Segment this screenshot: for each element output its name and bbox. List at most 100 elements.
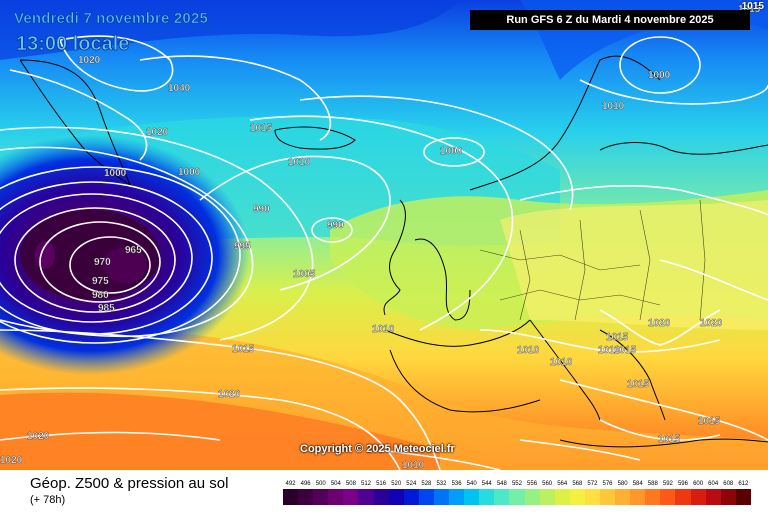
weather-map: 1015 1010 1040 1020 1015 1010 1000 1000 … (0, 0, 768, 470)
isobar-label: 1000 (178, 167, 201, 178)
legend-value: 524 (406, 481, 417, 487)
legend-swatch (494, 489, 510, 505)
isobar-label: 1010 (517, 345, 540, 356)
isobar-label: 1020 (78, 55, 101, 66)
legend-entry: 560 (539, 480, 555, 506)
legend-entry: 544 (479, 480, 495, 506)
legend-swatch (313, 489, 329, 505)
legend-entry: 500 (313, 480, 329, 506)
legend-entry: 600 (690, 480, 706, 506)
legend-swatch (403, 489, 419, 505)
forecast-date: Vendredi 7 novembre 2025 (14, 10, 209, 28)
isobar-label: 1010 (602, 101, 625, 112)
color-legend: 492 496 500 504 508 512 516 520 524 528 532 536 540 5… (283, 480, 751, 506)
legend-entry: 504 (328, 480, 344, 506)
legend-value: 496 (300, 481, 311, 487)
isobar-label: 970 (94, 257, 111, 268)
legend-swatch (509, 489, 525, 505)
legend-entry: 604 (705, 480, 721, 506)
legend-swatch (449, 489, 465, 505)
forecast-local-time: 13:00 locale (16, 33, 130, 56)
legend-entry: 592 (660, 480, 676, 506)
legend-swatch (373, 489, 389, 505)
isobar-label: 1020 (27, 431, 50, 442)
isobar-label: 1015 (614, 345, 637, 356)
legend-entry: 608 (720, 480, 736, 506)
isobar-label: 1010 (550, 357, 573, 368)
isobar-label: 1015 (250, 123, 273, 134)
legend-entry: 580 (615, 480, 631, 506)
legend-swatch (283, 489, 299, 505)
legend-value: 552 (511, 481, 522, 487)
isobar-label: 1000 (648, 70, 671, 81)
isobar-label: 1020 (218, 389, 241, 400)
legend-value: 572 (587, 481, 598, 487)
isobar-label: 1020 (648, 318, 671, 329)
legend-swatch (343, 489, 359, 505)
legend-entry: 552 (509, 480, 525, 506)
legend-entry: 492 (283, 480, 299, 506)
legend-value: 580 (617, 481, 628, 487)
borders (479, 199, 706, 321)
isobar-label: 975 (92, 276, 109, 287)
legend-swatch (645, 489, 661, 505)
legend-value: 508 (345, 481, 356, 487)
isobar-label: 1040 (168, 83, 191, 94)
legend-entry: 524 (403, 480, 419, 506)
isobar-label-corner: 1015 (741, 1, 764, 12)
legend-swatch (630, 489, 646, 505)
legend-value: 560 (542, 481, 553, 487)
legend-entry: 612 (735, 480, 751, 506)
isobar-label: 1020 (0, 455, 23, 466)
legend-value: 556 (527, 481, 538, 487)
legend-swatch (358, 489, 374, 505)
legend-swatch (705, 489, 721, 505)
isobar-label: 1015 (627, 379, 650, 390)
legend-value: 492 (285, 481, 296, 487)
isobar-label: 1010 (372, 324, 395, 335)
legend-swatch (418, 489, 434, 505)
isobars (0, 35, 768, 470)
isobar-label: 1000 (104, 168, 127, 179)
legend-entry: 572 (584, 480, 600, 506)
legend-entry: 528 (418, 480, 434, 506)
legend-swatch (464, 489, 480, 505)
legend-value: 596 (677, 481, 688, 487)
legend-entry: 520 (388, 480, 404, 506)
isobar-label: 1010 (288, 157, 311, 168)
legend-swatch (554, 489, 570, 505)
isobar-label: 965 (125, 245, 142, 256)
isobar-label: 1020 (146, 127, 169, 138)
legend-entry: 584 (630, 480, 646, 506)
legend-value: 608 (723, 481, 734, 487)
legend-value: 584 (632, 481, 643, 487)
legend-swatch (298, 489, 314, 505)
legend-value: 576 (602, 481, 613, 487)
coastlines (19, 55, 768, 448)
legend-value: 604 (708, 481, 719, 487)
legend-swatch (433, 489, 450, 505)
isobar-labels: 1015 1010 1040 1020 1015 1010 1000 1000 … (0, 4, 761, 470)
isobar-label: 995 (234, 241, 251, 252)
legend-entry: 576 (599, 480, 616, 506)
legend-value: 516 (376, 481, 387, 487)
legend-entry: 532 (433, 480, 450, 506)
legend-value: 500 (315, 481, 326, 487)
isobar-label: 1005 (293, 269, 316, 280)
legend-swatch (569, 489, 585, 505)
isobar-label: 985 (98, 303, 115, 314)
legend-entry: 568 (569, 480, 585, 506)
legend-value: 600 (693, 481, 704, 487)
forecast-lead-time: (+ 78h) (30, 494, 66, 506)
legend-swatch (735, 489, 751, 505)
legend-entry: 556 (524, 480, 540, 506)
legend-value: 588 (647, 481, 658, 487)
legend-entry: 564 (554, 480, 570, 506)
legend-entry: 516 (373, 480, 389, 506)
legend-value: 520 (391, 481, 402, 487)
legend-swatch (599, 489, 616, 505)
isobar-label: 1020 (700, 318, 723, 329)
legend-swatch (388, 489, 404, 505)
isobar-label: 990 (253, 204, 270, 215)
legend-swatch (479, 489, 495, 505)
